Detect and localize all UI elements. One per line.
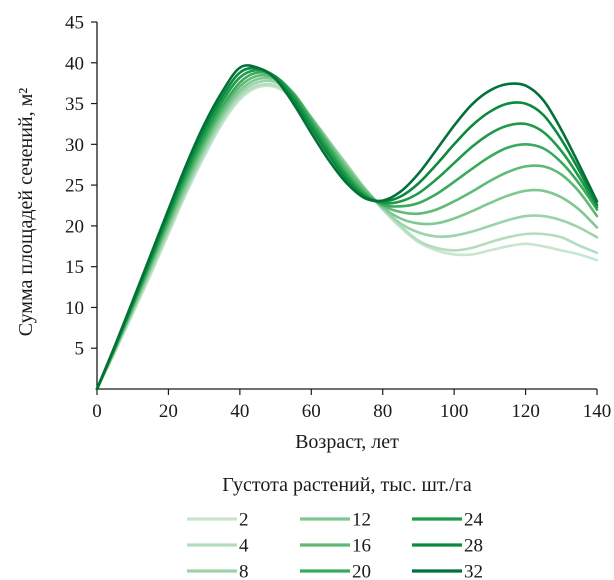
legend-label-16: 16	[352, 536, 371, 557]
y-tick-label: 45	[65, 13, 84, 34]
y-tick-label: 30	[65, 135, 84, 156]
legend-label-32: 32	[464, 562, 483, 580]
x-ticks: 0 20 40 60 80 100 120 140	[92, 389, 611, 422]
series-line-32	[95, 64, 599, 391]
y-ticks: 5 10 15 20 25 30 35 40 45	[65, 13, 97, 360]
legend-label-28: 28	[464, 536, 483, 557]
legend-label-4: 4	[239, 536, 249, 557]
x-tick-label: 20	[159, 401, 178, 422]
legend-label-20: 20	[352, 562, 371, 580]
legend-label-2: 2	[239, 510, 249, 531]
legend-title: Густота растений, тыс. шт./га	[222, 474, 472, 496]
legend-label-8: 8	[239, 562, 249, 580]
x-tick-label: 120	[511, 401, 540, 422]
x-axis-title: Возраст, лет	[295, 431, 399, 453]
series-line-2	[95, 84, 599, 391]
y-tick-label: 5	[75, 339, 85, 360]
legend-label-24: 24	[464, 510, 484, 531]
y-tick-label: 25	[65, 176, 84, 197]
x-tick-label: 100	[440, 401, 469, 422]
y-axis-title: Сумма площадей сечений, м²	[15, 88, 37, 337]
series-line-20	[95, 71, 599, 391]
series-line-24	[95, 68, 599, 391]
x-tick-label: 80	[373, 401, 392, 422]
series-line-16	[95, 73, 599, 391]
y-tick-label: 35	[65, 94, 84, 115]
legend-label-12: 12	[352, 510, 371, 531]
y-tick-label: 40	[65, 53, 84, 74]
series-line-4	[95, 82, 599, 391]
y-tick-label: 10	[65, 298, 84, 319]
series-group	[95, 64, 599, 391]
y-tick-label: 20	[65, 216, 84, 237]
axes	[96, 22, 597, 390]
series-line-28	[95, 66, 599, 391]
x-tick-label: 140	[583, 401, 612, 422]
y-tick-label: 15	[65, 257, 84, 278]
series-line-12	[95, 76, 599, 391]
x-tick-label: 0	[92, 401, 102, 422]
x-tick-label: 40	[230, 401, 249, 422]
x-tick-label: 60	[302, 401, 321, 422]
